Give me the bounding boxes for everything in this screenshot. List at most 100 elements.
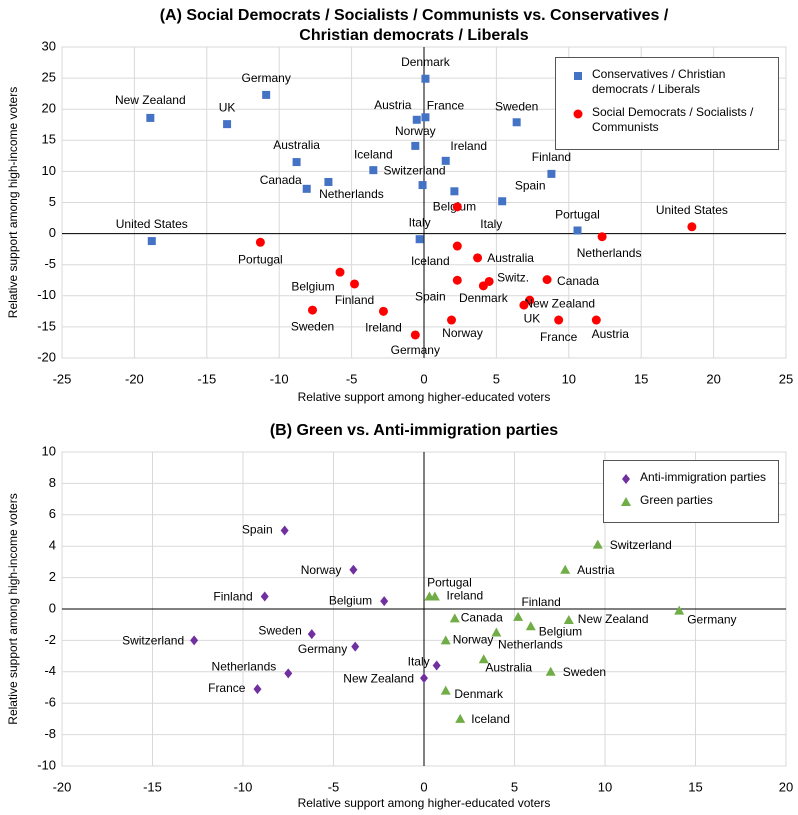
point	[253, 684, 262, 695]
point-label: Germany	[241, 71, 290, 85]
x-tick-label: 20	[706, 371, 720, 386]
point-label: Spain	[415, 289, 446, 303]
y-tick-label: -2	[44, 632, 56, 647]
point	[429, 591, 440, 601]
point-label: Iceland	[471, 712, 510, 726]
point	[335, 267, 345, 277]
legend: Anti-immigration parties Green parties	[603, 460, 779, 523]
point	[547, 169, 556, 178]
legend-marker	[622, 474, 630, 484]
legend-label: Social Democrats / Socialists / Communis…	[592, 105, 754, 134]
point	[491, 627, 502, 637]
legend-item: Social Democrats / Socialists / Communis…	[564, 105, 770, 135]
point	[591, 315, 601, 325]
point	[410, 330, 420, 340]
legend-symbol	[622, 474, 630, 484]
point-label: Switzerland	[122, 634, 184, 648]
legend-item: Anti-immigration parties	[612, 470, 770, 485]
point-label: Italy	[480, 217, 502, 231]
point	[432, 660, 441, 671]
point-label: Finland	[213, 590, 252, 604]
point-label: Austria	[592, 327, 630, 341]
point	[190, 635, 199, 646]
point	[349, 564, 358, 575]
legend-item: Green parties	[612, 493, 770, 508]
legend-symbol	[573, 109, 583, 119]
point-label: United States	[116, 217, 188, 231]
x-tick-label: -15	[197, 371, 216, 386]
y-tick-label: 20	[42, 101, 56, 116]
point-label: Italy	[408, 655, 430, 669]
point	[563, 614, 574, 624]
point-label: Portugal	[555, 208, 600, 222]
point	[146, 113, 155, 122]
point	[440, 635, 451, 645]
point-label: UK	[219, 100, 236, 114]
point-label: New Zealand	[524, 296, 595, 310]
chart-title: Christian democrats / Liberals	[299, 27, 529, 44]
point-label: Germany	[687, 613, 736, 627]
point	[324, 177, 333, 186]
point-label: Spain	[242, 523, 273, 537]
y-tick-label: 10	[42, 443, 56, 458]
point-label: Belgium	[539, 624, 582, 638]
point	[525, 621, 536, 631]
point-label: Australia	[485, 660, 532, 674]
x-tick-label: 10	[598, 779, 612, 794]
point-label: Canada	[461, 611, 503, 625]
y-tick-label: -20	[37, 349, 56, 364]
point-label: France	[427, 98, 465, 112]
point	[411, 141, 420, 150]
x-tick-label: 5	[511, 779, 518, 794]
point-label: France	[208, 681, 246, 695]
x-tick-label: -20	[125, 371, 144, 386]
y-tick-label: 5	[49, 194, 56, 209]
point-label: Switz.	[497, 271, 529, 285]
point	[412, 115, 421, 124]
point-label: Ireland	[365, 321, 402, 335]
legend-symbol	[574, 72, 582, 80]
point	[592, 539, 603, 549]
point-label: Ireland	[450, 139, 487, 153]
legend-symbol	[621, 497, 631, 506]
point	[302, 184, 311, 193]
y-tick-label: 8	[49, 475, 56, 490]
x-tick-label: 15	[634, 371, 648, 386]
point-label: Denmark	[401, 55, 451, 69]
point-label: Ireland	[447, 589, 484, 603]
x-axis-label: Relative support among higher-educated v…	[298, 390, 551, 404]
x-tick-label: 10	[562, 371, 576, 386]
point-label: Norway	[301, 563, 342, 577]
point	[545, 666, 556, 676]
x-tick-label: -5	[346, 371, 358, 386]
point-label: Norway	[453, 633, 494, 647]
point	[255, 237, 265, 247]
point	[478, 654, 489, 664]
point-label: Spain	[515, 178, 546, 192]
point-label: Switzerland	[610, 538, 672, 552]
point	[223, 120, 232, 129]
point	[452, 241, 462, 251]
point	[542, 275, 552, 285]
point-label: Austria	[374, 98, 412, 112]
point-label: Canada	[557, 274, 599, 288]
x-tick-label: 5	[493, 371, 500, 386]
point-label: Austria	[577, 563, 615, 577]
point-label: France	[540, 330, 578, 344]
point	[421, 113, 430, 122]
x-tick-label: -5	[328, 779, 340, 794]
point	[554, 315, 564, 325]
point	[597, 232, 607, 242]
point-label: Netherlands	[498, 638, 563, 652]
y-tick-label: -5	[44, 256, 56, 271]
point	[478, 281, 488, 291]
point	[452, 275, 462, 285]
point-label: Portugal	[427, 576, 472, 590]
point	[573, 226, 582, 235]
x-axis-label: Relative support among higher-educated v…	[298, 796, 551, 810]
y-tick-label: 15	[42, 132, 56, 147]
point	[512, 118, 521, 127]
point	[440, 685, 451, 695]
x-tick-label: -25	[53, 371, 72, 386]
